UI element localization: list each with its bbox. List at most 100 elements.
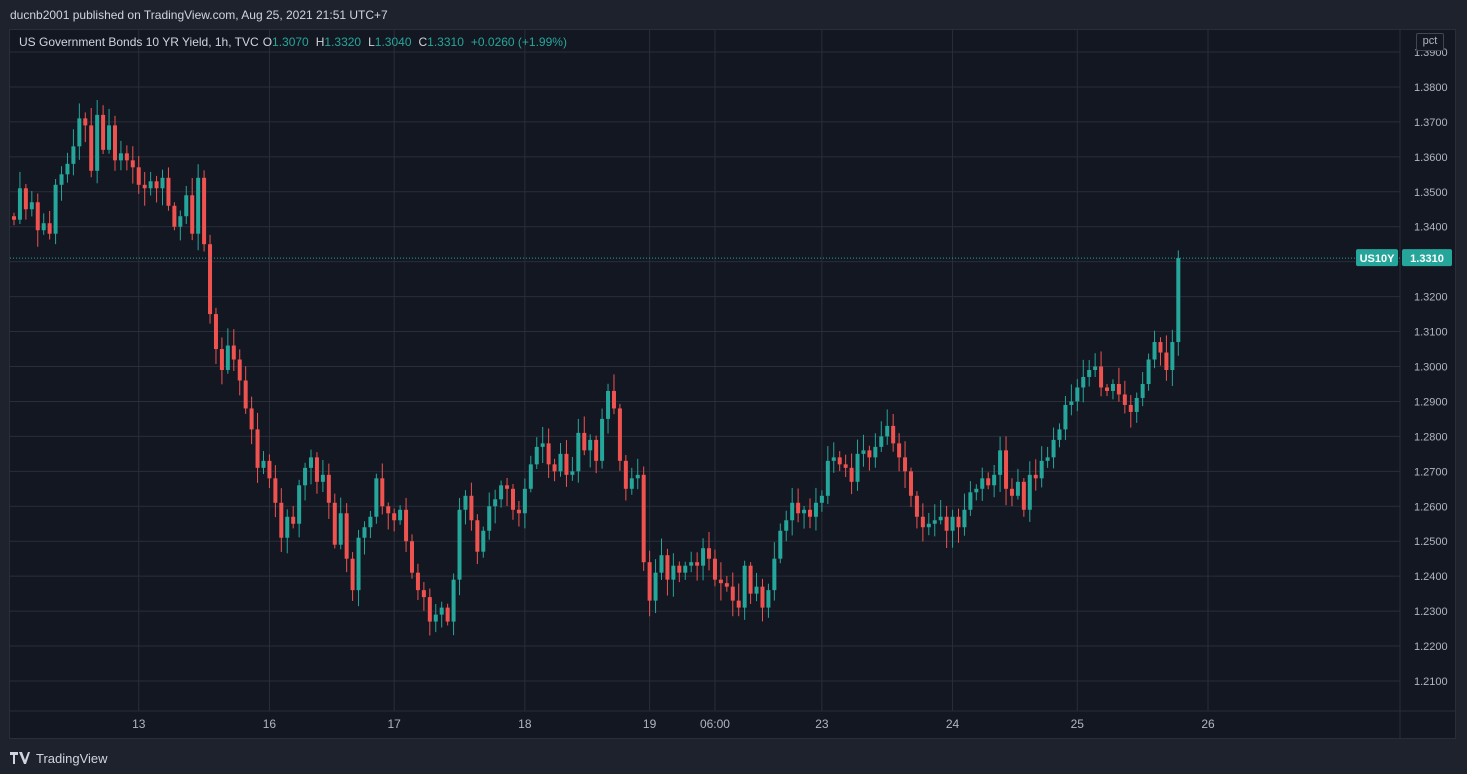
high-key: H — [315, 35, 325, 49]
candle-body — [1099, 366, 1104, 388]
candle-body — [261, 460, 266, 468]
candle-body — [671, 565, 676, 580]
candle-body — [243, 380, 248, 409]
candle-body — [451, 579, 456, 622]
candle-body — [825, 460, 830, 496]
candle-body — [576, 432, 581, 472]
candle-body — [665, 555, 670, 580]
open-key: O — [262, 35, 273, 49]
candle-body — [992, 474, 997, 486]
candle-body — [291, 516, 296, 524]
candle-body — [938, 516, 943, 521]
candle-body — [582, 432, 587, 451]
candle-body — [469, 495, 474, 521]
symbol-title: US Government Bonds 10 YR Yield, 1h, TVC — [19, 35, 259, 49]
candle-body — [505, 485, 510, 489]
candle-body — [1116, 383, 1121, 395]
candle-body — [689, 562, 694, 566]
candle-body — [285, 516, 290, 538]
candle-body — [516, 509, 521, 514]
candle-body — [831, 457, 836, 461]
candle-body — [843, 464, 848, 468]
candle-body — [59, 174, 64, 185]
candle-body — [344, 513, 349, 559]
candle-body — [475, 520, 480, 552]
candle-body — [1027, 474, 1032, 510]
price-tick-label: 1.3400 — [1414, 222, 1448, 234]
candle-body — [986, 478, 991, 486]
candle-body — [1033, 474, 1038, 479]
candle-body — [950, 516, 955, 531]
candle-body — [641, 474, 646, 563]
candle-body — [718, 579, 723, 584]
candle-body — [77, 118, 82, 147]
candle-body — [796, 502, 801, 514]
candle-body — [178, 216, 183, 227]
price-tick-label: 1.2300 — [1414, 606, 1448, 618]
candle-body — [766, 590, 771, 608]
price-tick-label: 1.3000 — [1414, 362, 1448, 374]
candle-body — [1134, 397, 1139, 412]
candle-body — [855, 453, 860, 482]
open-value: 1.3070 — [272, 35, 309, 49]
footer: TradingView — [0, 742, 1467, 774]
footer-brand[interactable]: TradingView — [36, 750, 108, 766]
candle-body — [404, 509, 409, 542]
candle-body — [1164, 352, 1169, 370]
candle-body — [629, 478, 634, 489]
candle-body — [879, 436, 884, 447]
candle-body — [1140, 383, 1145, 398]
time-tick-label: 16 — [263, 717, 277, 731]
price-tick-label: 1.2400 — [1414, 571, 1448, 583]
candle-body — [297, 485, 302, 524]
candle-body — [118, 153, 123, 161]
candle-body — [968, 492, 973, 510]
candle-body — [1128, 404, 1133, 412]
candle-body — [695, 562, 700, 566]
candle-body — [659, 555, 664, 573]
price-tick-label: 1.3200 — [1414, 292, 1448, 304]
candle-body — [611, 390, 616, 409]
candle-body — [142, 184, 147, 189]
candle-body — [398, 509, 403, 521]
price-tick-label: 1.2800 — [1414, 431, 1448, 443]
candle-body — [457, 509, 462, 580]
candle-body — [998, 450, 1003, 475]
price-tick-label: 1.2600 — [1414, 501, 1448, 513]
time-tick-label: 23 — [815, 717, 829, 731]
candle-body — [1081, 376, 1086, 388]
candle-body — [380, 478, 385, 507]
candle-body — [736, 600, 741, 608]
candle-body — [196, 177, 201, 234]
candle-body — [83, 118, 88, 126]
candle-body — [594, 439, 599, 461]
candle-body — [1039, 460, 1044, 479]
candle-body — [564, 453, 569, 475]
candle-body — [184, 195, 189, 217]
price-unit-button[interactable]: pct — [1416, 33, 1444, 51]
candle-body — [1009, 488, 1014, 496]
candle-body — [89, 125, 94, 171]
candle-body — [677, 565, 682, 573]
candle-body — [926, 523, 931, 528]
low-key: L — [368, 35, 375, 49]
candle-body — [107, 125, 112, 150]
close-key: C — [418, 35, 428, 49]
candle-body — [837, 457, 842, 465]
candle-body — [439, 607, 444, 615]
price-tick-label: 1.3600 — [1414, 152, 1448, 164]
candle-body — [606, 390, 611, 419]
candle-body — [255, 429, 260, 468]
candle-body — [213, 314, 218, 350]
candle-body — [219, 349, 224, 370]
chart-pane[interactable]: 1.2100 1.2200 1.2300 1.2400 1.2500 1.2600 1.27… — [9, 29, 1456, 739]
price-tick-label: 1.3500 — [1414, 187, 1448, 199]
candle-body — [415, 572, 420, 591]
change-value: +0.0260 (+1.99%) — [470, 35, 567, 49]
candle-body — [1110, 383, 1115, 391]
candle-body — [1093, 366, 1098, 370]
candle-body — [130, 160, 135, 168]
candle-body — [166, 177, 171, 206]
price-chart[interactable]: 1.2100 1.2200 1.2300 1.2400 1.2500 1.2600 1.27… — [10, 30, 1455, 738]
candle-body — [891, 425, 896, 444]
